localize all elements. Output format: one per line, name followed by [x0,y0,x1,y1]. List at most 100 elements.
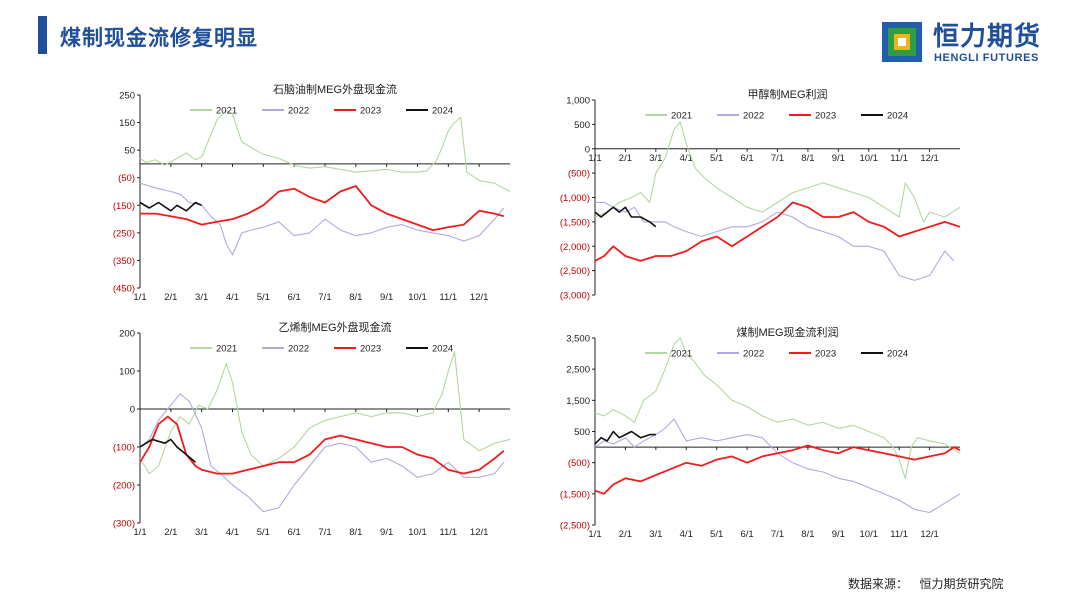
x-tick-label: 7/1 [771,153,784,164]
series-line-2024 [594,430,656,445]
page-title: 煤制现金流修复明显 [60,26,258,50]
y-tick-label: (3,000) [560,291,590,302]
y-tick-label: 1,000 [566,96,590,107]
legend-label-2022: 2022 [288,344,309,355]
y-tick-label: (1,500) [560,489,590,500]
x-tick-label: 7/1 [318,527,331,538]
x-tick-label: 4/1 [680,153,693,164]
series-line-2022 [595,201,955,281]
series-line-2023 [139,415,505,475]
x-tick-label: 1/1 [133,292,146,303]
x-tick-label: 12/1 [470,292,489,303]
x-tick-label: 3/1 [195,292,208,303]
chart-methanol-meg-profit: 甲醇制MEG利润 1,000 500 0 (500) (1,000) (1,500) (2,0… [560,87,961,302]
series-line-2024 [139,438,197,463]
legend-label-2021: 2021 [216,344,237,355]
chart-ethylene-meg-cashflow: 乙烯制MEG外盘现金流 200 100 0 (100) (200) (300)1/1 2/1 3… [113,320,511,538]
series-line-2024 [594,206,657,228]
y-tick-label: 150 [119,118,135,129]
legend-label-2021: 2021 [671,111,692,122]
y-tick-label: (2,000) [560,242,590,253]
series-line-2023 [594,444,961,495]
legend-label-2024: 2024 [432,344,453,355]
y-tick-label: 100 [119,367,135,378]
brand-name-cn: 恒力期货 [933,22,1042,52]
y-tick-label: (2,500) [560,266,590,277]
chart-coal-meg-cashflow-profit: 煤制MEG现金流利润 3,500 2,500 1,500 500 (500) (1,500)… [560,325,961,540]
y-tick-label: (2,500) [560,521,590,532]
y-tick-label: 3,500 [566,334,590,345]
x-tick-label: 10/1 [860,153,879,164]
legend-label-2022: 2022 [288,106,309,117]
chart-naphtha-meg-cashflow: 石脑油制MEG外盘现金流 250 150 50 (50) (150) (250) (350) (… [113,82,511,303]
y-tick-label: 0 [130,405,135,416]
brand-name-en: HENGLI FUTURES [934,52,1039,64]
series-line-2021 [594,337,961,479]
x-tick-label: 11/1 [890,153,908,164]
x-tick-label: 6/1 [288,527,301,538]
x-tick-label: 9/1 [832,153,845,164]
x-tick-label: 2/1 [619,153,632,164]
y-tick-label: (350) [113,256,135,267]
legend-label-2024: 2024 [887,349,908,360]
legend-label-2024: 2024 [887,111,908,122]
y-tick-label: (500) [568,169,590,180]
series-line-2022 [139,393,505,513]
legend-label-2022: 2022 [743,111,764,122]
x-tick-label: 12/1 [920,153,939,164]
x-tick-label: 3/1 [195,527,208,538]
x-tick-label: 9/1 [832,529,845,540]
legend-label-2023: 2023 [360,106,381,117]
x-tick-label: 9/1 [380,292,393,303]
chart-title: 乙烯制MEG外盘现金流 [278,320,391,334]
legend-label-2021: 2021 [671,349,692,360]
legend-label-2022: 2022 [743,349,764,360]
x-tick-label: 9/1 [380,527,393,538]
x-tick-label: 1/1 [133,527,146,538]
x-tick-label: 1/1 [588,529,601,540]
series-line-2023 [140,185,505,232]
x-tick-label: 3/1 [649,153,662,164]
y-tick-label: (100) [113,443,135,454]
y-tick-label: (50) [118,173,135,184]
y-tick-label: (200) [113,481,135,492]
legend-label-2024: 2024 [432,106,453,117]
legend-label-2021: 2021 [216,106,237,117]
x-tick-label: 4/1 [680,529,693,540]
x-tick-label: 12/1 [470,527,489,538]
x-tick-label: 6/1 [740,529,753,540]
chart-title: 甲醇制MEG利润 [747,87,827,101]
x-tick-label: 5/1 [257,527,270,538]
x-tick-label: 1/1 [588,153,601,164]
x-tick-label: 5/1 [710,529,723,540]
x-tick-label: 3/1 [649,529,662,540]
x-tick-label: 11/1 [439,292,457,303]
x-tick-label: 5/1 [710,153,723,164]
y-tick-label: (450) [113,284,135,295]
chart-title: 石脑油制MEG外盘现金流 [273,82,397,96]
x-tick-label: 4/1 [226,292,239,303]
y-tick-label: 500 [574,427,590,438]
series-line-2022 [139,182,505,256]
x-tick-label: 10/1 [408,292,427,303]
y-tick-label: 200 [119,329,135,340]
x-tick-label: 7/1 [771,529,784,540]
title-accent-bar [38,16,47,54]
x-tick-label: 11/1 [439,527,457,538]
x-tick-label: 11/1 [890,529,908,540]
x-tick-label: 8/1 [801,529,814,540]
chart-title: 煤制MEG现金流利润 [736,325,838,339]
x-tick-label: 12/1 [920,529,939,540]
y-tick-label: 1,500 [566,396,590,407]
y-tick-label: (150) [113,201,135,212]
x-tick-label: 7/1 [318,292,331,303]
legend-label-2023: 2023 [815,349,836,360]
y-tick-label: (250) [113,228,135,239]
legend-label-2023: 2023 [815,111,836,122]
hengli-logo-icon [882,22,922,62]
x-tick-label: 2/1 [164,292,177,303]
x-tick-label: 4/1 [226,527,239,538]
series-line-2021 [139,351,511,475]
series-line-2022 [594,418,961,514]
y-tick-label: (500) [568,458,590,469]
